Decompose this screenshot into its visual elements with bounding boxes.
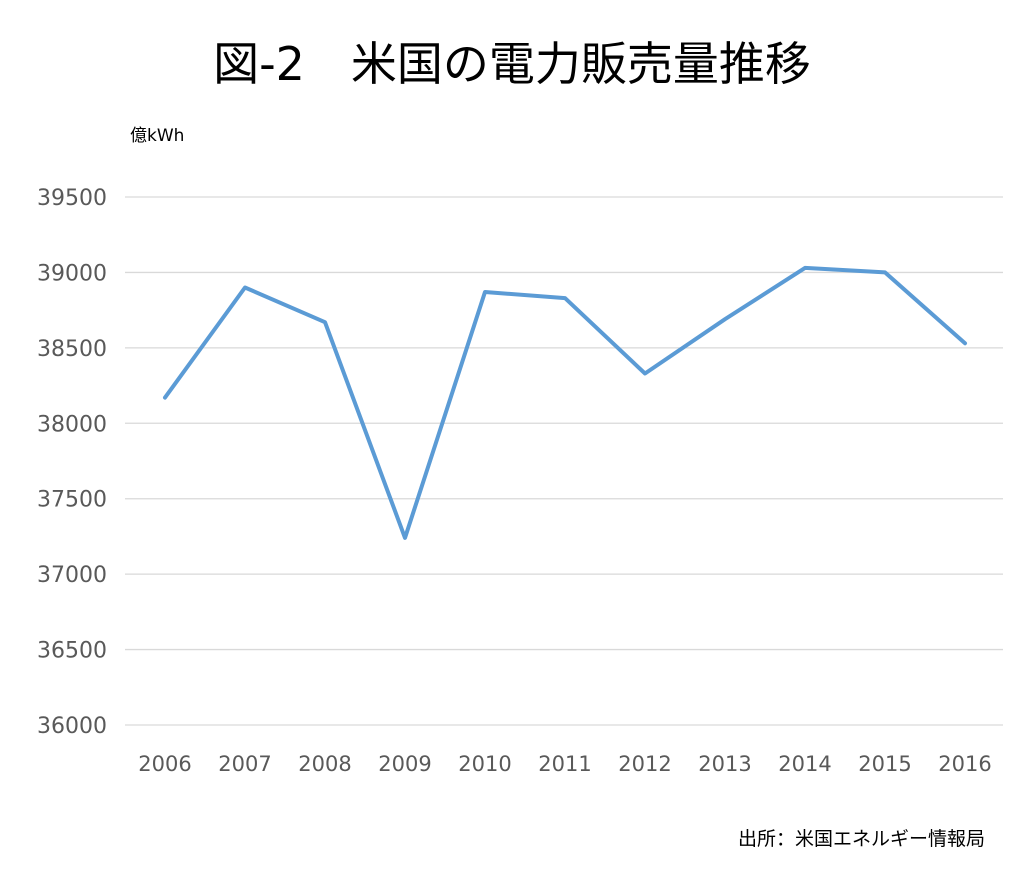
series-group: [163, 265, 967, 540]
chart-title: 図-2 米国の電力販売量推移: [213, 37, 811, 91]
x-axis-tick-labels: 2006 2007 2008 2009 2010 2011 2012 2013 2014 2015…: [138, 752, 991, 776]
y-tick-label: 36500: [37, 639, 107, 664]
y-tick-label: 38500: [37, 337, 107, 362]
x-tick-label: 2007: [218, 752, 271, 776]
series-line: [163, 265, 967, 540]
y-axis-tick-labels: 36000 36500 37000 37500 38000 38500 39000 39500: [37, 186, 107, 739]
y-tick-label: 39000: [37, 261, 107, 286]
x-tick-label: 2016: [938, 752, 991, 776]
x-tick-label: 2013: [698, 752, 751, 776]
x-tick-label: 2012: [618, 752, 671, 776]
y-tick-label: 39500: [37, 186, 107, 211]
source-note: 出所：米国エネルギー情報局: [738, 828, 985, 850]
y-tick-label: 38000: [37, 412, 107, 437]
x-tick-label: 2009: [378, 752, 431, 776]
x-tick-label: 2008: [298, 752, 351, 776]
x-tick-label: 2015: [858, 752, 911, 776]
y-tick-label: 36000: [37, 714, 107, 739]
x-tick-label: 2006: [138, 752, 191, 776]
x-tick-label: 2010: [458, 752, 511, 776]
y-tick-label: 37000: [37, 563, 107, 588]
x-tick-label: 2011: [538, 752, 591, 776]
gridlines: [125, 196, 1003, 726]
y-axis-unit-label: 億kWh: [130, 126, 184, 146]
y-tick-label: 37500: [37, 488, 107, 513]
x-tick-label: 2014: [778, 752, 831, 776]
